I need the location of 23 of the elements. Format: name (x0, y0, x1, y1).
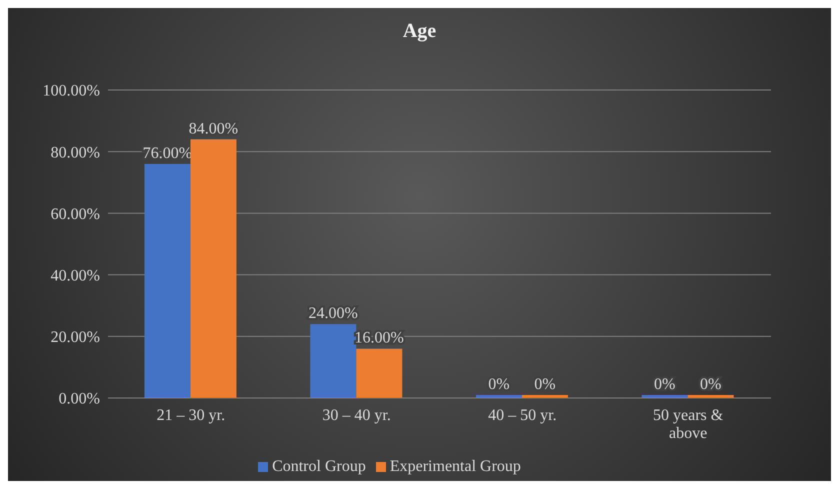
data-label: 84.00% (188, 120, 238, 138)
y-tick-label: 80.00% (50, 144, 100, 162)
data-label: 0% (534, 376, 556, 393)
y-tick-label: 20.00% (50, 329, 100, 346)
data-label: 16.00% (354, 330, 404, 347)
x-tick-label: 21 – 30 yr. (156, 407, 226, 424)
data-label: 0% (488, 376, 510, 393)
y-tick-label: 0.00% (58, 390, 100, 408)
data-label: 0% (700, 376, 722, 393)
x-tick-label: 30 – 40 yr. (322, 407, 391, 424)
y-tick-label: 40.00% (50, 267, 100, 284)
x-tick-label: 40 – 50 yr. (488, 407, 557, 424)
legend-label: Control Group (272, 458, 366, 475)
chart-title: Age (402, 19, 438, 44)
x-tick-label: 50 years & above (653, 407, 724, 442)
bar (190, 139, 236, 398)
data-label: 76.00% (142, 144, 192, 162)
legend-label: Experimental Group (390, 458, 521, 475)
bar (144, 164, 190, 398)
data-label: 24.00% (308, 305, 358, 322)
y-tick-label: 100.00% (42, 82, 100, 100)
y-tick-label: 60.00% (50, 206, 100, 223)
data-label: 0% (654, 376, 676, 393)
